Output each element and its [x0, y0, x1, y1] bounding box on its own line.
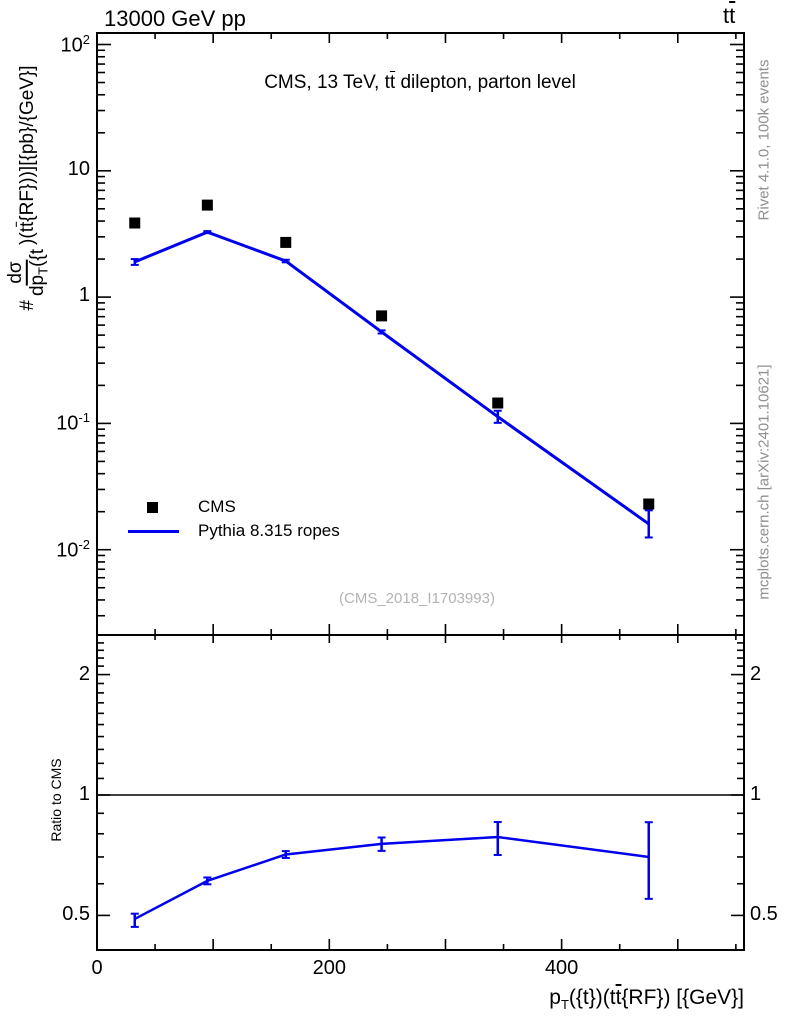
cms-data-marker: [492, 397, 504, 409]
ratio-panel-frame: [96, 634, 745, 951]
ratio-tick-label-left: 2: [78, 662, 90, 685]
legend-square-marker: [147, 502, 158, 513]
x-axis-title: pT({t})(tt{RF}) [{GeV}]: [549, 986, 744, 1013]
ratio-tick-label-right: 0.5: [750, 903, 778, 926]
cms-data-marker: [376, 310, 388, 322]
analysis-id-watermark: (CMS_2018_I1703993): [339, 590, 495, 607]
legend-item-label: CMS: [198, 497, 236, 516]
ratio-tick-label-right: 2: [750, 662, 762, 685]
y-tick-label: 10: [67, 157, 90, 180]
plot-title: CMS, 13 TeV, tt dilepton, parton level: [264, 72, 576, 93]
ratio-tick-label-left: 1: [78, 783, 90, 805]
pythia-curve: [130, 230, 653, 539]
cms-data-marker: [280, 236, 292, 248]
mcplots-arxiv-credit: mcplots.cern.ch [arXiv:2401.10621]: [755, 364, 773, 600]
y-tick-label: 102: [60, 31, 90, 57]
x-tick-label: 0: [91, 957, 103, 979]
cms-data-marker: [201, 199, 213, 211]
main-panel-frame: [96, 32, 745, 636]
cms-data-points: [129, 199, 655, 510]
cms-data-marker: [643, 498, 655, 510]
legend-line-marker: [128, 530, 179, 533]
x-tick-label: 200: [312, 957, 346, 979]
y-tick-label: 1: [78, 284, 90, 307]
rivet-version-credit: Rivet 4.1.0, 100k events: [755, 59, 773, 221]
ratio-tick-label-left: 0.5: [62, 903, 90, 926]
ratio-curve: [130, 821, 653, 928]
axis-ticks: [97, 33, 744, 950]
pythia-line: [134, 230, 650, 526]
ratio-tick-label-right: 1: [750, 783, 762, 805]
ratio-line: [134, 835, 649, 921]
process-label: tt: [723, 3, 736, 28]
x-tick-label: 400: [544, 957, 579, 979]
cms-data-marker: [129, 217, 141, 229]
beam-energy-label: 13000 GeV pp: [104, 6, 246, 31]
y-axis-title: # dσ dpT({t)(t t {RF}))][{pb}/{GeV}]: [4, 65, 51, 311]
legend-item-label: Pythia 8.315 ropes: [198, 521, 340, 540]
y-tick-label: 10-2: [56, 536, 90, 562]
y-tick-label: 10-1: [56, 410, 90, 436]
